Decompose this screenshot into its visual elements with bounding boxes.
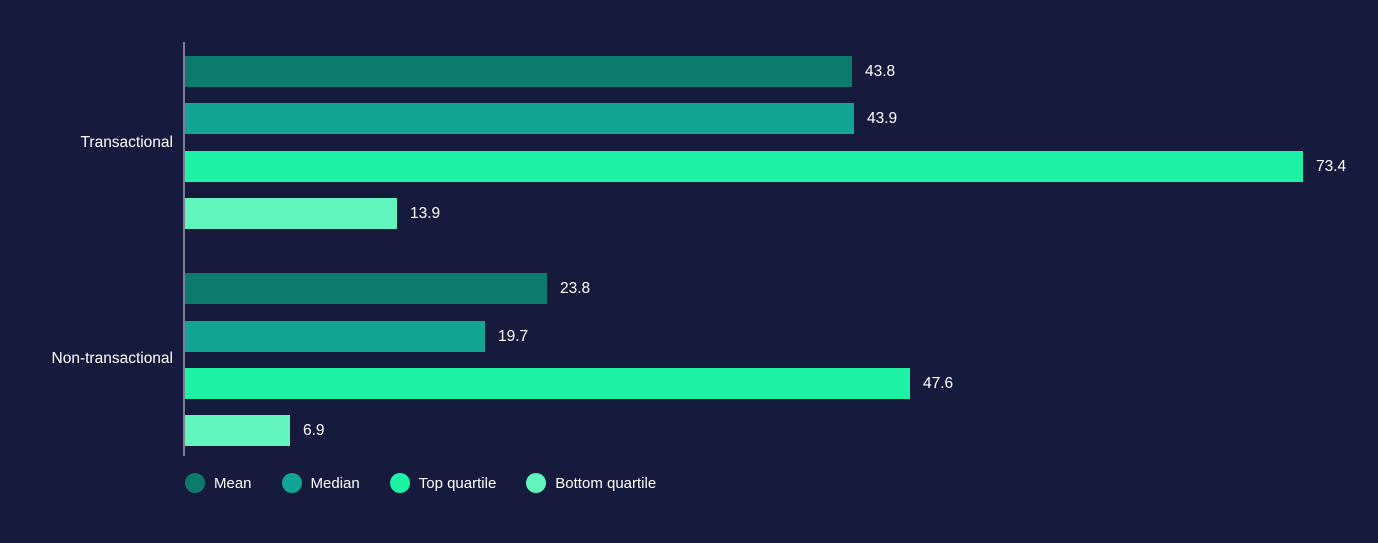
bar-value-label: 73.4 xyxy=(1316,157,1347,175)
bar-non-transactional-top-quartile xyxy=(185,367,910,399)
legend-item-mean: Mean xyxy=(185,473,252,493)
bar-value-label: 47.6 xyxy=(923,374,954,392)
bar-value-label: 13.9 xyxy=(410,204,441,222)
legend-swatch-circle-icon xyxy=(281,473,302,493)
legend: Mean Median Top quartile Bottom quartile xyxy=(185,473,656,493)
y-axis-line xyxy=(183,42,185,456)
bar-transactional-top-quartile xyxy=(185,150,1303,182)
bar-transactional-mean xyxy=(185,56,852,87)
bar-value-label: 6.9 xyxy=(303,422,325,440)
category-label-non-transactional: Non-transactional xyxy=(51,350,173,367)
legend-swatch-circle-icon xyxy=(526,473,547,493)
legend-item-bottom-quartile: Bottom quartile xyxy=(526,473,656,493)
legend-swatch-circle-icon xyxy=(389,473,410,493)
legend-label: Median xyxy=(310,474,360,492)
legend-item-median: Median xyxy=(281,473,360,493)
bar-non-transactional-bottom-quartile xyxy=(185,415,290,447)
bar-non-transactional-median xyxy=(185,320,485,352)
bar-value-label: 23.8 xyxy=(560,280,591,298)
bar-value-label: 19.7 xyxy=(498,327,529,345)
bar-value-label: 43.8 xyxy=(865,63,896,80)
legend-swatch-circle-icon xyxy=(185,473,205,493)
bar-non-transactional-mean xyxy=(185,273,547,305)
category-label-transactional: Transactional xyxy=(80,134,173,151)
legend-label: Bottom quartile xyxy=(555,474,657,492)
legend-label: Mean xyxy=(214,474,252,492)
legend-label: Top quartile xyxy=(418,474,497,492)
bar-value-label: 43.9 xyxy=(867,110,898,128)
legend-item-top-quartile: Top quartile xyxy=(389,473,497,493)
bar-transactional-bottom-quartile xyxy=(185,197,397,229)
bar-transactional-median xyxy=(185,103,854,135)
